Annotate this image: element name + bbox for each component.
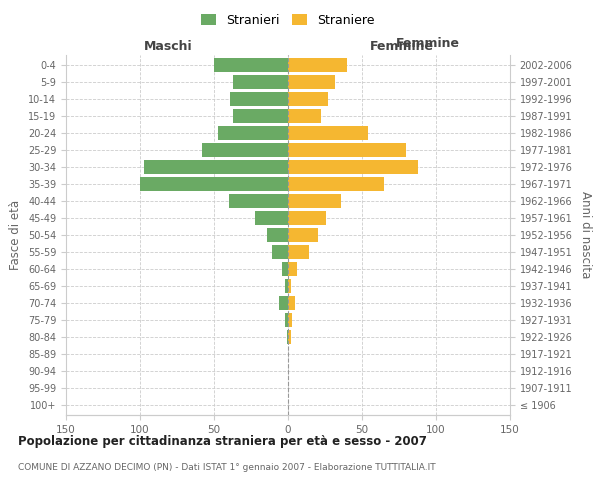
Bar [282, 262, 288, 276]
Bar [288, 92, 328, 106]
Bar [288, 178, 384, 191]
Bar [145, 160, 288, 174]
Bar [288, 194, 341, 208]
Bar [288, 262, 297, 276]
Bar [267, 228, 288, 242]
Bar [272, 245, 288, 259]
Bar [214, 58, 288, 72]
Text: Popolazione per cittadinanza straniera per età e sesso - 2007: Popolazione per cittadinanza straniera p… [18, 434, 427, 448]
Bar [256, 211, 288, 225]
Bar [140, 178, 288, 191]
Bar [288, 126, 368, 140]
Bar [288, 211, 326, 225]
Bar [288, 245, 309, 259]
Legend: Stranieri, Straniere: Stranieri, Straniere [196, 8, 380, 32]
Y-axis label: Anni di nascita: Anni di nascita [579, 192, 592, 278]
Bar [288, 110, 320, 123]
Bar [233, 76, 288, 89]
Bar [233, 110, 288, 123]
Bar [288, 160, 418, 174]
Bar [202, 144, 288, 157]
Text: Femmine: Femmine [370, 40, 434, 52]
Bar [288, 313, 292, 326]
Bar [285, 279, 288, 292]
Bar [288, 144, 406, 157]
Bar [279, 296, 288, 310]
Y-axis label: Fasce di età: Fasce di età [10, 200, 22, 270]
Bar [288, 76, 335, 89]
Bar [288, 296, 295, 310]
Bar [288, 279, 291, 292]
Text: Femmine: Femmine [396, 36, 460, 50]
Bar [229, 194, 288, 208]
Bar [288, 228, 317, 242]
Bar [288, 58, 347, 72]
Bar [218, 126, 288, 140]
Bar [230, 92, 288, 106]
Bar [287, 330, 288, 344]
Text: Maschi: Maschi [143, 40, 193, 52]
Text: COMUNE DI AZZANO DECIMO (PN) - Dati ISTAT 1° gennaio 2007 - Elaborazione TUTTITA: COMUNE DI AZZANO DECIMO (PN) - Dati ISTA… [18, 464, 436, 472]
Bar [288, 330, 291, 344]
Bar [285, 313, 288, 326]
